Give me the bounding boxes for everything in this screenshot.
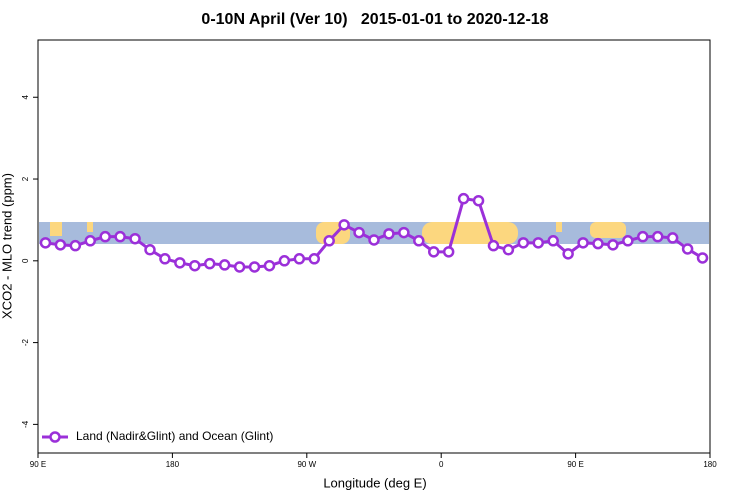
x-tick-label: 90 W xyxy=(297,460,316,469)
data-point xyxy=(114,230,126,243)
y-axis-label: XCO2 - MLO trend (ppm) xyxy=(0,173,14,319)
data-point xyxy=(383,228,395,240)
data-point xyxy=(562,248,574,260)
data-point xyxy=(413,235,425,247)
x-tick-label: 180 xyxy=(703,460,717,469)
data-point xyxy=(547,235,559,247)
y-tick-label: -4 xyxy=(21,420,30,428)
data-point xyxy=(666,232,679,244)
data-point xyxy=(39,237,52,249)
data-point xyxy=(54,239,67,251)
land xyxy=(590,222,626,238)
x-tick-label: 90 E xyxy=(30,460,46,469)
data-point xyxy=(696,252,709,264)
data-point xyxy=(189,259,201,272)
data-point xyxy=(203,257,216,270)
data-point xyxy=(398,226,410,239)
x-axis-label: Longitude (deg E) xyxy=(323,475,426,490)
chart-title: 0-10N April (Ver 10) 2015-01-01 to 2020-… xyxy=(201,11,548,28)
data-point xyxy=(84,235,97,247)
y-tick-label: 4 xyxy=(21,94,30,99)
data-point xyxy=(502,244,515,256)
data-point xyxy=(353,226,365,239)
land xyxy=(422,222,518,244)
data-point xyxy=(517,237,530,249)
data-point xyxy=(129,232,141,245)
legend-marker xyxy=(49,431,61,443)
data-point xyxy=(532,237,545,249)
x-tick-label: 180 xyxy=(166,460,180,469)
x-tick-label: 0 xyxy=(439,460,444,469)
data-point xyxy=(99,230,111,243)
data-point xyxy=(651,230,664,243)
legend-label: Land (Nadir&Glint) and Ocean (Glint) xyxy=(76,429,273,443)
data-point xyxy=(323,235,335,247)
data-point xyxy=(293,253,306,265)
data-point xyxy=(248,261,261,273)
y-tick-label: -2 xyxy=(21,338,30,346)
data-point xyxy=(607,239,619,251)
plot-frame xyxy=(37,39,711,454)
data-point xyxy=(487,239,500,252)
data-point xyxy=(69,239,82,252)
x-tick-label: 90 E xyxy=(567,460,583,469)
data-point xyxy=(218,259,231,271)
data-point xyxy=(681,243,694,255)
data-point xyxy=(278,255,291,267)
land xyxy=(87,222,93,232)
data-point xyxy=(442,246,455,258)
data-point xyxy=(174,257,186,269)
data-point xyxy=(622,235,634,247)
legend: Land (Nadir&Glint) and Ocean (Glint) xyxy=(42,429,273,443)
y-tick-label: 2 xyxy=(21,176,30,181)
data-point xyxy=(263,259,276,272)
y-tick-label: 0 xyxy=(21,258,30,263)
data-point xyxy=(427,246,440,258)
data-point xyxy=(144,244,156,256)
data-point xyxy=(457,192,470,205)
data-point xyxy=(233,261,246,273)
data-point xyxy=(159,253,171,265)
data-point xyxy=(637,230,649,243)
data-point xyxy=(592,237,604,250)
data-point xyxy=(472,194,485,207)
land xyxy=(556,222,562,232)
data-point xyxy=(308,253,321,265)
data-point xyxy=(577,237,589,249)
land xyxy=(50,222,62,236)
data-point xyxy=(338,219,350,231)
data-point xyxy=(368,234,380,246)
